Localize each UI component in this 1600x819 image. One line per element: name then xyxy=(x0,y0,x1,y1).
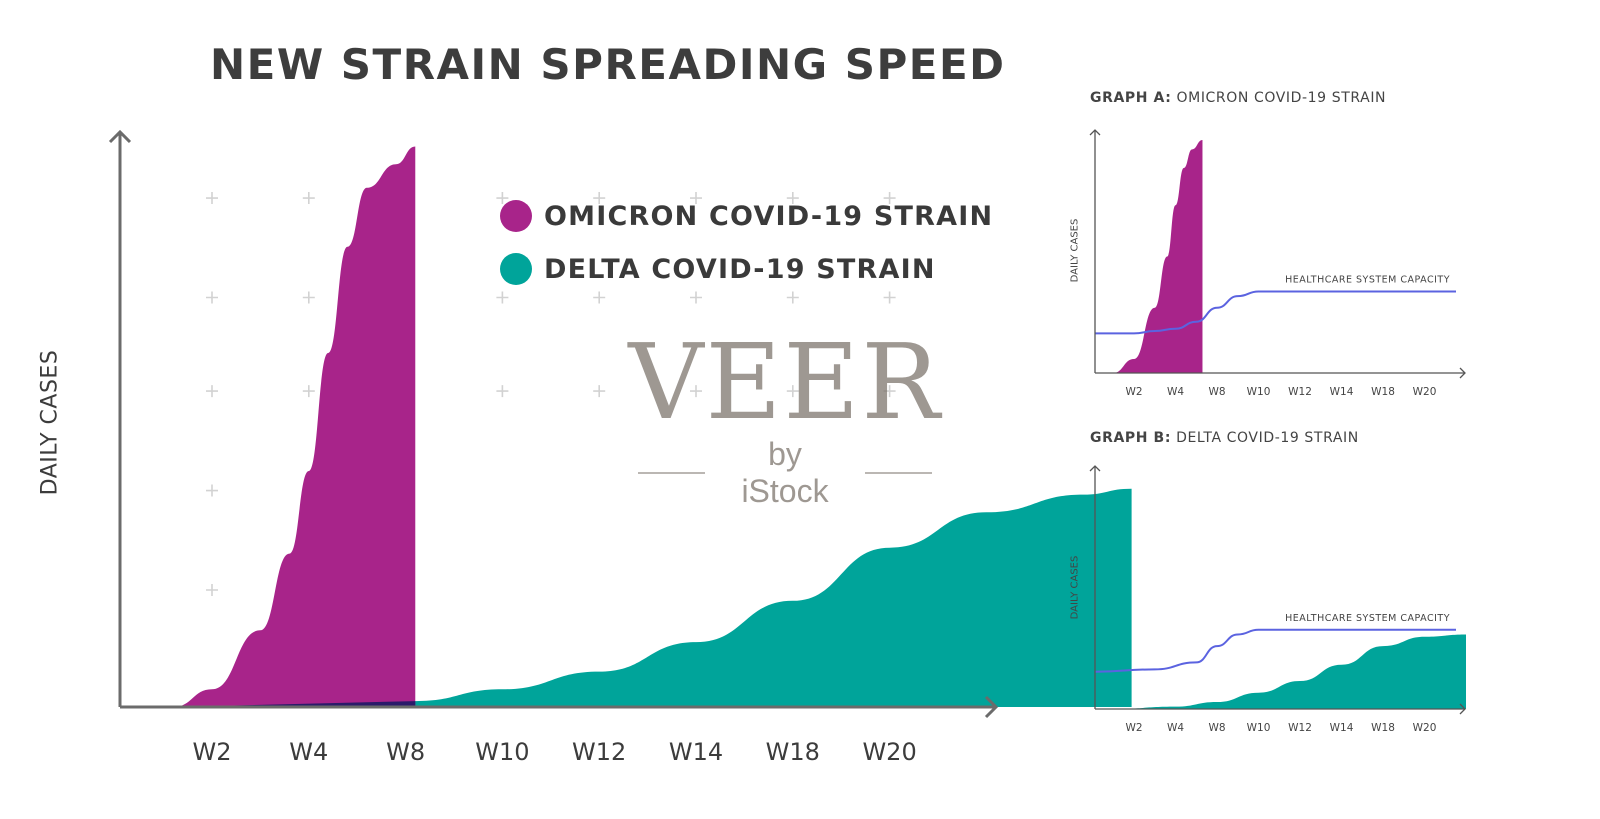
grid-marker xyxy=(786,291,799,304)
grid-marker xyxy=(206,385,218,398)
graph-b-y-axis-label: DAILY CASES xyxy=(1069,555,1081,620)
graph-b-y-axis-arrow xyxy=(1089,465,1101,472)
graph-a-y-axis-label: DAILY CASES xyxy=(1069,218,1081,283)
grid-marker xyxy=(206,291,218,304)
legend-swatch-delta xyxy=(500,253,532,285)
main-x-axis-arrow xyxy=(984,695,999,719)
graph-b-x-tick-label: W4 xyxy=(1167,722,1184,734)
grid-marker xyxy=(496,192,509,205)
graph-a-title-bold: GRAPH A: xyxy=(1090,90,1172,106)
legend-item-omicron: OMICRON COVID-19 STRAIN xyxy=(500,196,993,236)
graph-a-x-axis-arrow xyxy=(1459,367,1466,379)
graph-b-area xyxy=(1113,634,1466,709)
legend-swatch-omicron xyxy=(500,200,532,232)
graph-b-x-tick-label: W20 xyxy=(1413,722,1437,734)
graph-a-x-tick-label: W18 xyxy=(1371,386,1395,398)
graph-a-title-rest: OMICRON COVID-19 STRAIN xyxy=(1176,90,1387,106)
grid-marker xyxy=(690,192,702,205)
grid-marker xyxy=(690,291,702,304)
x-tick-label: W8 xyxy=(386,738,425,766)
grid-marker xyxy=(302,192,315,205)
graph-a-x-tick-label: W12 xyxy=(1288,386,1312,398)
grid-marker xyxy=(883,385,896,398)
graph-b-title: GRAPH B: DELTA COVID-19 STRAIN xyxy=(1090,430,1359,446)
graph-a-x-tick-label: W14 xyxy=(1330,386,1354,398)
x-tick-label: W14 xyxy=(669,738,723,766)
grid-marker xyxy=(786,192,799,205)
grid-marker xyxy=(690,385,702,398)
delta-area xyxy=(173,488,1132,707)
grid-marker xyxy=(883,192,896,205)
x-tick-label: W12 xyxy=(572,738,626,766)
x-tick-label: W4 xyxy=(289,738,328,766)
graph-a-y-axis-arrow xyxy=(1089,129,1101,136)
graph-b-title-bold: GRAPH B: xyxy=(1090,430,1172,446)
graph-a-x-tick-label: W20 xyxy=(1413,386,1437,398)
grid-marker xyxy=(302,291,315,304)
grid-marker xyxy=(496,385,509,398)
graph-b-x-tick-label: W18 xyxy=(1371,722,1395,734)
legend: OMICRON COVID-19 STRAIN DELTA COVID-19 S… xyxy=(500,196,993,302)
grid-marker xyxy=(206,192,218,205)
grid-marker xyxy=(496,291,509,304)
grid-marker xyxy=(883,291,896,304)
grid-marker xyxy=(593,192,606,205)
grid-marker xyxy=(786,385,799,398)
legend-label-omicron: OMICRON COVID-19 STRAIN xyxy=(544,200,994,232)
graph-b-capacity-label: HEALTHCARE SYSTEM CAPACITY xyxy=(1285,613,1450,624)
graph-b-x-tick-label: W10 xyxy=(1247,722,1271,734)
graph-a-x-tick-label: W4 xyxy=(1167,386,1184,398)
x-tick-label: W10 xyxy=(475,738,529,766)
graph-b-x-tick-label: W12 xyxy=(1288,722,1312,734)
x-tick-label: W2 xyxy=(193,738,232,766)
graph-a-capacity-label: HEALTHCARE SYSTEM CAPACITY xyxy=(1285,274,1450,285)
x-tick-label: W20 xyxy=(862,738,916,766)
grid-marker xyxy=(593,291,606,304)
omicron-area xyxy=(173,146,416,707)
graph-b-x-tick-label: W14 xyxy=(1330,722,1354,734)
grid-marker xyxy=(206,484,218,497)
graph-a-x-tick-label: W10 xyxy=(1247,386,1271,398)
graph-a-x-tick-label: W2 xyxy=(1125,386,1142,398)
grid-marker xyxy=(302,385,315,398)
legend-item-delta: DELTA COVID-19 STRAIN xyxy=(500,249,993,289)
graph-a-x-tick-label: W8 xyxy=(1208,386,1225,398)
graph-b-capacity-line xyxy=(1094,628,1456,673)
grid-marker xyxy=(593,385,606,398)
grid-marker xyxy=(206,584,218,596)
graph-a-capacity-line xyxy=(1095,290,1456,335)
graph-b-x-tick-label: W2 xyxy=(1125,722,1142,734)
main-chart-title: NEW STRAIN SPREADING SPEED xyxy=(210,40,1006,89)
graph-b-x-tick-label: W8 xyxy=(1208,722,1225,734)
legend-label-delta: DELTA COVID-19 STRAIN xyxy=(544,253,936,285)
graph-a-title: GRAPH A: OMICRON COVID-19 STRAIN xyxy=(1090,90,1386,106)
graph-a-area xyxy=(1113,140,1203,373)
main-y-axis-arrow xyxy=(108,129,132,144)
graph-b-title-rest: DELTA COVID-19 STRAIN xyxy=(1176,430,1359,446)
graph-b-x-axis-arrow xyxy=(1459,703,1466,715)
x-tick-label: W18 xyxy=(766,738,820,766)
